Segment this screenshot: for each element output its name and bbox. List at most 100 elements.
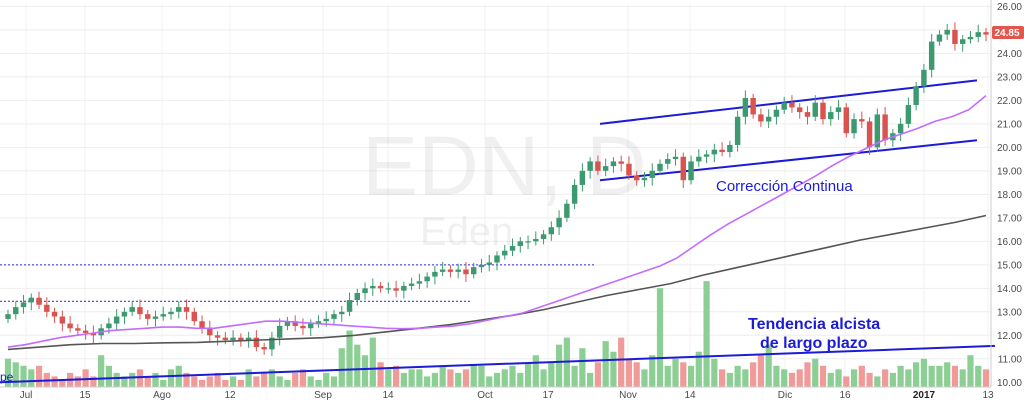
candle-body: [967, 36, 974, 40]
y-tick-label: 22.00: [997, 96, 1022, 107]
candle-body: [416, 281, 423, 284]
candle-body: [602, 166, 609, 171]
candle-body: [238, 337, 244, 341]
volume-bar: [160, 379, 167, 387]
x-tick-label: Ago: [153, 390, 171, 401]
y-tick-label: 16.00: [997, 237, 1022, 248]
volume-bar: [4, 358, 12, 387]
candle-body: [742, 97, 749, 117]
candle-body: [921, 69, 927, 87]
candle-body: [851, 119, 857, 134]
candle-body: [897, 123, 904, 134]
volume-bar: [354, 344, 361, 387]
volume-bar: [330, 376, 338, 387]
candle-body: [13, 307, 19, 315]
volume-bar: [641, 369, 648, 387]
volume-bar: [261, 372, 268, 387]
x-tick-label: Jul: [20, 390, 33, 401]
candle-body: [377, 285, 384, 289]
candle-body: [276, 325, 283, 338]
volume-bar: [408, 369, 415, 387]
candle-body: [176, 307, 182, 312]
y-tick-label: 26.00: [997, 2, 1022, 13]
candlesticks: [5, 22, 989, 356]
candle-body: [129, 307, 135, 312]
candle-body: [36, 297, 42, 305]
y-tick-label: 23.00: [997, 72, 1022, 83]
volume-bar: [951, 365, 959, 387]
volume-bar: [874, 376, 881, 387]
volume-bar: [548, 362, 555, 387]
volume-bar: [532, 355, 539, 387]
y-tick-label: 19.00: [997, 166, 1022, 177]
volume-bar: [98, 355, 105, 387]
candle-body: [703, 154, 710, 157]
candle-body: [719, 149, 725, 153]
volume-bar: [750, 362, 757, 387]
candle-body: [168, 311, 174, 315]
y-tick-label: 12.00: [997, 331, 1022, 342]
moving-average-short: [7, 94, 987, 348]
candle-body: [463, 269, 469, 275]
candle-body: [300, 325, 306, 329]
volume-bar: [959, 369, 966, 387]
candle-body: [214, 335, 221, 338]
candle-body: [207, 328, 213, 336]
candle-body: [152, 316, 159, 319]
volume-bar: [975, 365, 982, 387]
volume-bar: [245, 369, 252, 387]
candle-body: [439, 269, 446, 272]
candle-body: [51, 311, 58, 317]
candle-body: [20, 302, 27, 308]
volume-bar: [726, 372, 733, 387]
volume-bar: [152, 372, 159, 387]
volume-bar: [493, 372, 501, 387]
candle-body: [587, 161, 593, 171]
candle-body: [370, 285, 376, 289]
volume-bars: [4, 281, 990, 387]
time-axis: Jul 15 Ago 12 Sep 14 Oct 17 Nov 14 Dic 16 2017 13: [0, 386, 994, 401]
volume-bar: [20, 365, 27, 387]
x-tick-label: 2017: [913, 390, 936, 401]
candle-body: [408, 283, 415, 286]
candle-body: [106, 323, 112, 329]
volume-bar: [687, 365, 695, 387]
candle-body: [455, 269, 461, 272]
x-tick-label: Oct: [477, 390, 493, 401]
volume-bar: [680, 362, 687, 387]
candle-body: [866, 121, 873, 148]
volume-bar: [424, 376, 431, 387]
y-tick-label: 14.00: [997, 284, 1022, 295]
volume-bar: [579, 348, 586, 387]
volume-bar: [656, 288, 664, 387]
volume-bar: [12, 362, 19, 387]
y-tick-label: 11.00: [998, 354, 1023, 365]
candle-body: [44, 304, 50, 312]
volume-bar: [276, 376, 283, 387]
volume-bar: [268, 369, 276, 387]
candle-body: [261, 347, 267, 350]
candle-body: [470, 267, 477, 275]
volume-bar: [191, 376, 198, 387]
candle-body: [874, 114, 881, 148]
y-tick-label: 20.00: [997, 143, 1022, 154]
volume-bar: [781, 369, 788, 387]
volume-bar: [757, 355, 765, 387]
volume-bar: [718, 369, 726, 387]
volume-bar: [315, 379, 322, 387]
candle-body: [548, 227, 555, 235]
y-tick-label: 10.00: [997, 378, 1022, 389]
volume-bar: [299, 369, 307, 387]
channel-annotation: Corrección Continua: [716, 178, 853, 195]
volume-bar: [369, 337, 376, 387]
volume-bar: [703, 281, 710, 387]
candle-body: [509, 246, 516, 251]
moving-averages: [7, 94, 987, 351]
candle-body: [307, 323, 314, 329]
last-price-tag: [992, 26, 1024, 39]
candle-body: [595, 161, 601, 171]
x-tick-label: 14: [684, 390, 696, 401]
candle-body: [160, 314, 166, 317]
candle-body: [789, 102, 795, 108]
volume-bar: [509, 365, 516, 387]
